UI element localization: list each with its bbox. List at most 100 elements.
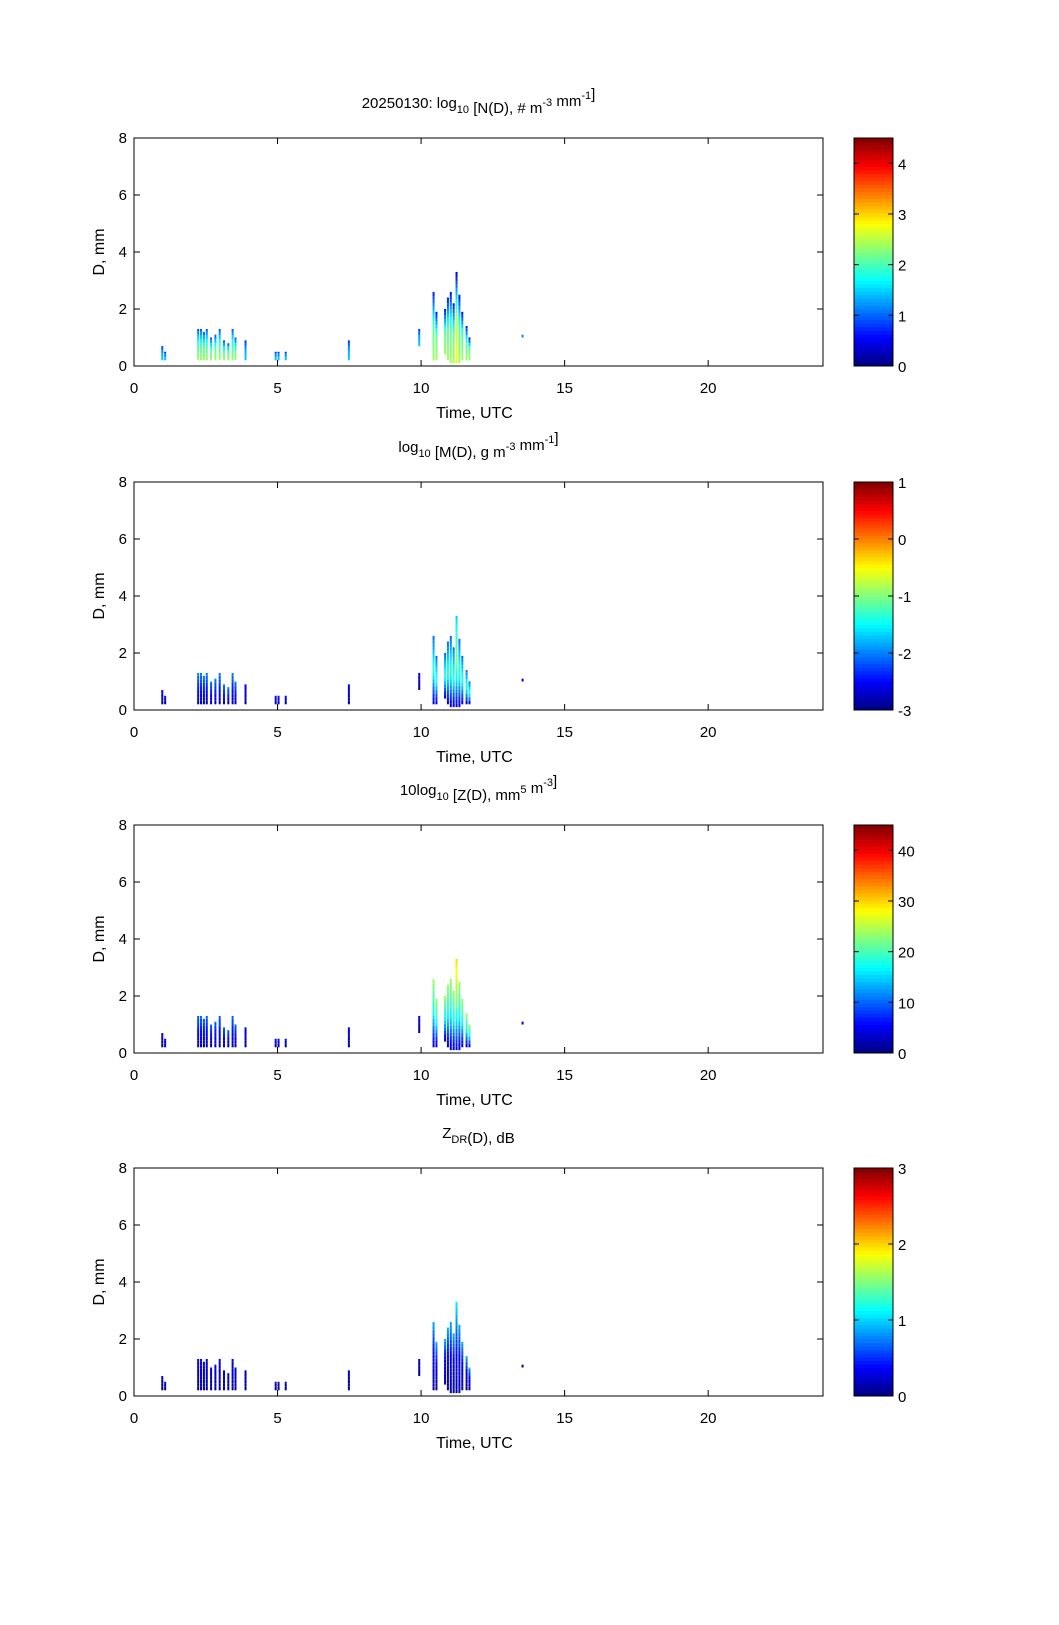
heatmap-cell — [202, 1033, 205, 1037]
heatmap-cell — [234, 682, 237, 687]
heatmap-cell — [458, 1325, 461, 1330]
heatmap-cell — [432, 1040, 435, 1044]
heatmap-cell — [461, 693, 464, 698]
heatmap-cell — [231, 346, 234, 350]
heatmap-cell — [197, 1022, 200, 1026]
heatmap-cell — [455, 1301, 458, 1305]
colorbar-segment — [854, 1267, 893, 1272]
heatmap-cell — [458, 657, 461, 661]
heatmap-cell — [444, 666, 447, 671]
heatmap-cell — [214, 682, 217, 687]
heatmap-cell — [461, 1018, 464, 1023]
heatmap-cell — [521, 334, 524, 338]
heatmap-cell — [449, 657, 452, 661]
colorbar-segment — [854, 906, 893, 911]
heatmap-cell — [449, 643, 452, 647]
heatmap-cell — [197, 1025, 200, 1030]
colorbar-segment — [854, 667, 893, 672]
heatmap-cell — [432, 983, 435, 987]
heatmap-cell — [461, 1011, 464, 1016]
heatmap-cell — [455, 1000, 458, 1004]
heatmap-cell — [432, 997, 435, 1001]
x-tick-label: 5 — [273, 724, 281, 741]
colorbar-segment — [854, 1378, 893, 1383]
heatmap-cell — [458, 996, 461, 1001]
heatmap-cell — [435, 655, 438, 658]
heatmap-cell — [455, 331, 458, 335]
heatmap-cell — [455, 703, 458, 708]
colorbar-segment — [854, 170, 893, 175]
x-tick-label: 0 — [130, 380, 138, 397]
colorbar-segment — [854, 1028, 893, 1033]
heatmap-cell — [197, 1036, 200, 1041]
heatmap-cell — [435, 335, 438, 339]
heatmap-cell — [521, 1364, 524, 1368]
heatmap-cell — [458, 692, 461, 697]
heatmap-cell — [205, 1022, 208, 1026]
colorbar-segment — [854, 1192, 893, 1197]
heatmap-cell — [244, 1036, 247, 1041]
heatmap-cell — [218, 672, 221, 676]
heatmap-cell — [205, 679, 208, 683]
heatmap-cell — [446, 1372, 449, 1377]
colorbar-segment — [854, 330, 893, 335]
heatmap-cell — [449, 692, 452, 697]
heatmap-cell — [218, 349, 221, 354]
heatmap-cell — [432, 654, 435, 658]
title-part: [M(D), g m — [431, 444, 506, 461]
heatmap-cell — [435, 1018, 438, 1023]
heatmap-cell — [435, 682, 438, 687]
heatmap-cell — [446, 1386, 449, 1391]
heatmap-cell — [418, 331, 421, 336]
heatmap-cell — [449, 1035, 452, 1040]
heatmap-cell — [452, 664, 455, 668]
heatmap-cell — [458, 1021, 461, 1026]
heatmap-cell — [200, 1029, 203, 1034]
heatmap-cell — [452, 359, 455, 364]
heatmap-cell — [218, 1022, 221, 1026]
colorbar-segment — [854, 535, 893, 540]
colorbar-segment — [854, 892, 893, 897]
heatmap-cell — [449, 650, 452, 654]
heatmap-cell — [444, 691, 447, 696]
heatmap-cell — [446, 1040, 449, 1044]
colorbar-segment — [854, 1271, 893, 1276]
colorbar-tick-label: 10 — [898, 995, 915, 1012]
heatmap-cell — [435, 321, 438, 325]
heatmap-cell — [452, 341, 455, 346]
heatmap-cell — [197, 1015, 200, 1019]
colorbar-tick-label: 1 — [898, 308, 906, 325]
heatmap-cell — [455, 675, 458, 679]
y-tick-label: 2 — [119, 301, 127, 318]
x-tick-label: 10 — [413, 380, 430, 397]
colorbar-segment — [854, 539, 893, 544]
heatmap-cell — [197, 682, 200, 687]
heatmap-cell — [461, 331, 464, 336]
heatmap-cell — [432, 1004, 435, 1009]
heatmap-cell — [222, 1376, 226, 1380]
heatmap-cell — [164, 700, 167, 705]
heatmap-cell — [458, 1353, 461, 1358]
heatmap-cell — [446, 665, 449, 669]
heatmap-cell — [197, 1361, 200, 1366]
heatmap-cell — [455, 1314, 458, 1319]
title-part: -3 — [543, 777, 553, 789]
heatmap-cell — [452, 685, 455, 690]
colorbar-segment — [854, 967, 893, 972]
heatmap-cell — [244, 346, 247, 350]
heatmap-cell — [452, 675, 455, 679]
x-tick-label: 5 — [273, 1067, 281, 1084]
colorbar-segment — [854, 287, 893, 292]
heatmap-cell — [432, 1321, 435, 1323]
heatmap-cell — [418, 1022, 421, 1026]
colorbar-segment — [854, 1203, 893, 1208]
heatmap-cell — [205, 682, 208, 687]
colorbar-segment — [854, 992, 893, 997]
heatmap-cell — [435, 1015, 438, 1019]
heatmap-cell — [218, 328, 221, 332]
heatmap-cell — [347, 1383, 350, 1387]
heatmap-cell — [468, 1379, 471, 1384]
heatmap-cell — [468, 1033, 471, 1037]
heatmap-cell — [455, 660, 458, 665]
x-axis-label: Time, UTC — [436, 1435, 513, 1452]
